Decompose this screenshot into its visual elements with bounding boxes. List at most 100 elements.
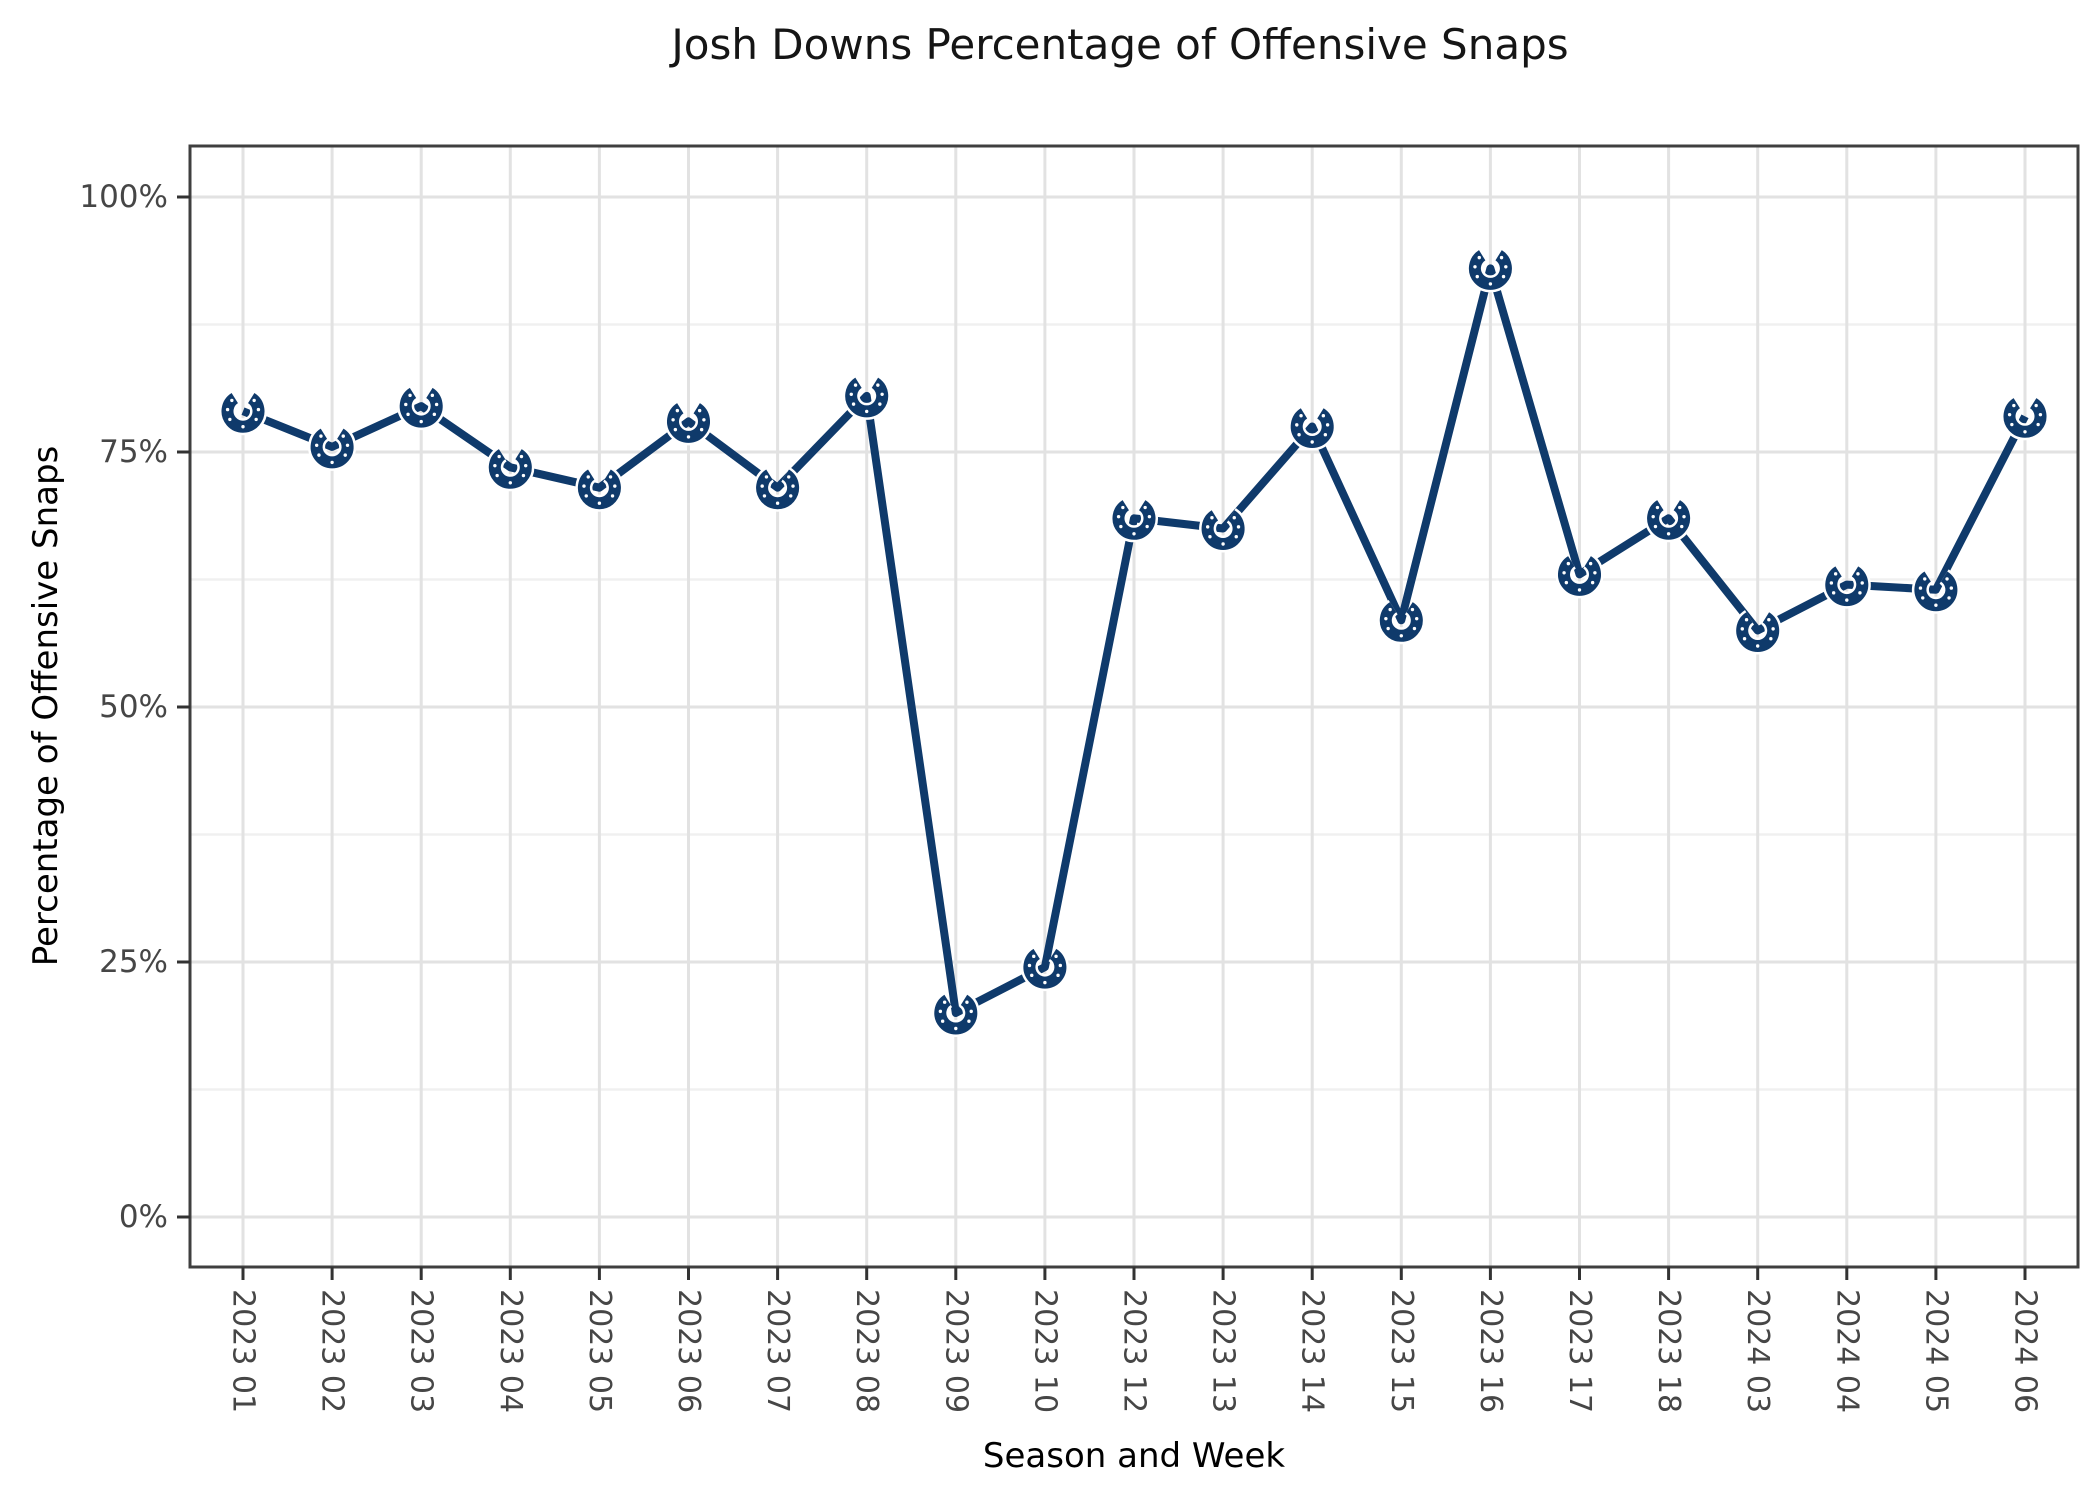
horseshoe-nail-hole <box>610 494 615 498</box>
horseshoe-nail-hole <box>1829 581 1834 585</box>
horseshoe-nail-hole <box>1119 524 1123 529</box>
horseshoe-nail-hole <box>1032 954 1036 959</box>
horseshoe-nail-hole <box>1145 524 1149 529</box>
horseshoe-nail-hole <box>1921 596 1925 600</box>
horseshoe-nail-hole <box>408 393 412 398</box>
marker-horseshoe-2023-10 <box>1020 946 1069 992</box>
horseshoe-nail-hole <box>1588 561 1593 566</box>
horseshoe-nail-hole <box>1412 626 1417 631</box>
chart-title: Josh Downs Percentage of Offensive Snaps <box>671 20 1569 69</box>
horseshoe-nail-hole <box>493 463 497 468</box>
horseshoe-nail-hole <box>1399 634 1404 638</box>
horseshoe-nail-hole <box>1056 973 1060 978</box>
horseshoe-nail-hole <box>228 417 232 422</box>
horseshoe-nail-hole <box>419 419 423 424</box>
horseshoe-nail-hole <box>762 494 767 498</box>
horseshoe-nail-hole <box>1504 265 1508 269</box>
x-tick-label: 2023 09 <box>938 1289 973 1413</box>
horseshoe-nail-hole <box>1858 591 1862 595</box>
horseshoe-nail-hole <box>225 407 230 412</box>
horseshoe-nail-hole <box>1043 980 1047 985</box>
x-tick-label: 2024 05 <box>1918 1289 1953 1413</box>
horseshoe-nail-hole <box>1027 963 1032 968</box>
horseshoe-nail-hole <box>1058 963 1063 968</box>
y-tick-label: 0% <box>119 1199 168 1235</box>
horseshoe-nail-hole <box>1234 535 1238 539</box>
marker-horseshoe-2023-12 <box>1110 497 1158 543</box>
horseshoe-nail-hole <box>404 402 408 407</box>
horseshoe-nail-hole <box>849 392 853 396</box>
horseshoe-nail-hole <box>613 484 617 488</box>
x-tick-label: 2023 13 <box>1206 1289 1241 1413</box>
horseshoe-nail-hole <box>1564 580 1569 585</box>
x-tick-label: 2023 14 <box>1295 1289 1330 1413</box>
horseshoe-nail-hole <box>1295 423 1299 427</box>
marker-horseshoe-2024-03 <box>1733 610 1782 655</box>
horseshoe-nail-hole <box>330 460 334 465</box>
horseshoe-nail-hole <box>1742 637 1747 641</box>
x-tick-label: 2023 17 <box>1562 1289 1597 1413</box>
horseshoe-nail-hole <box>1651 514 1655 519</box>
horseshoe-nail-hole <box>1323 433 1328 437</box>
horseshoe-nail-hole <box>1769 637 1773 641</box>
horseshoe-nail-hole <box>1653 524 1658 529</box>
marker-horseshoe-2023-17 <box>1555 554 1604 599</box>
marker-horseshoe-2023-05 <box>575 467 624 512</box>
horseshoe-nail-hole <box>851 402 856 406</box>
horseshoe-nail-hole <box>967 1019 971 1023</box>
horseshoe-nail-hole <box>787 475 791 479</box>
horseshoe-nail-hole <box>608 475 613 479</box>
horseshoe-nail-hole <box>521 473 526 478</box>
horseshoe-nail-hole <box>1208 535 1212 539</box>
x-tick-label: 2023 07 <box>760 1289 795 1413</box>
marker-horseshoe-2023-16 <box>1466 248 1515 293</box>
horseshoe-nail-hole <box>1210 516 1214 520</box>
horseshoe-nail-hole <box>697 408 702 413</box>
horseshoe-nail-hole <box>1833 572 1838 576</box>
horseshoe-nail-hole <box>519 454 524 459</box>
horseshoe-nail-hole <box>341 434 345 438</box>
marker-horseshoe-2023-13 <box>1199 508 1248 553</box>
horseshoe-nail-hole <box>789 494 793 498</box>
x-tick-label: 2023 05 <box>582 1289 617 1413</box>
marker-horseshoe-2023-02 <box>308 426 357 471</box>
horseshoe-nail-hole <box>1388 607 1392 612</box>
horseshoe-nail-hole <box>675 408 680 413</box>
horseshoe-nail-hole <box>1310 440 1314 444</box>
horseshoe-nail-hole <box>673 427 678 432</box>
horseshoe-nail-hole <box>1678 505 1682 510</box>
x-tick-label: 2023 02 <box>315 1289 350 1413</box>
horseshoe-nail-hole <box>940 1019 945 1023</box>
x-tick-label: 2023 10 <box>1027 1289 1062 1413</box>
marker-horseshoe-2023-08 <box>842 375 891 420</box>
horseshoe-nail-hole <box>702 418 706 422</box>
marker-horseshoe-2023-14 <box>1288 406 1337 451</box>
horseshoe-nail-hole <box>1384 616 1388 621</box>
horseshoe-nail-hole <box>865 409 869 414</box>
marker-horseshoe-2023-06 <box>664 401 713 446</box>
marker-horseshoe-2024-04 <box>1822 564 1871 609</box>
horseshoe-nail-hole <box>434 402 439 407</box>
horseshoe-nail-hole <box>1143 505 1147 510</box>
horseshoe-nail-hole <box>1121 505 1125 510</box>
y-tick-label: 50% <box>99 689 168 725</box>
horseshoe-nail-hole <box>314 443 319 447</box>
marker-horseshoe-2023-01 <box>219 390 267 436</box>
y-tick-label: 75% <box>99 434 168 470</box>
horseshoe-nail-hole <box>1934 603 1938 607</box>
horseshoe-nail-hole <box>2023 430 2027 434</box>
horseshoe-nail-hole <box>1030 973 1034 978</box>
marker-horseshoe-2023-09 <box>931 992 980 1037</box>
horseshoe-nail-hole <box>2038 412 2043 417</box>
horseshoe-nail-hole <box>495 473 499 478</box>
horseshoe-nail-hole <box>252 398 256 403</box>
y-tick-label: 25% <box>99 944 168 980</box>
x-tick-label: 2023 03 <box>404 1289 439 1413</box>
horseshoe-nail-hole <box>880 392 884 396</box>
horseshoe-nail-hole <box>1845 598 1849 602</box>
horseshoe-nail-hole <box>1297 433 1301 437</box>
horseshoe-nail-hole <box>1744 618 1749 622</box>
y-tick-label: 100% <box>79 179 168 215</box>
horseshoe-nail-hole <box>1918 586 1923 590</box>
